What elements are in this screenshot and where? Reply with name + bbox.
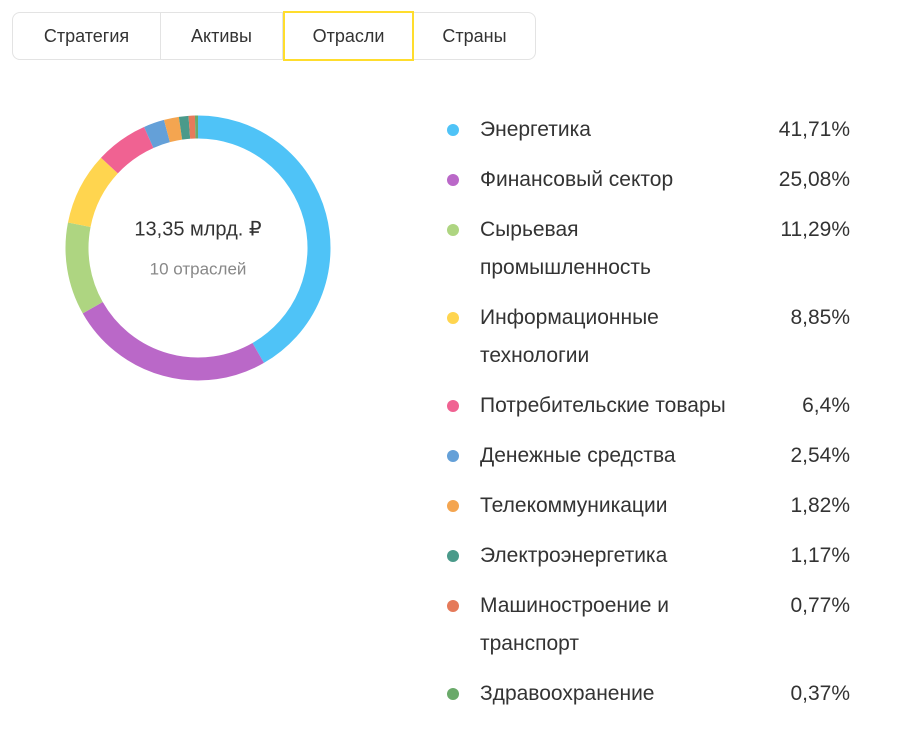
legend-label: Здравоохранение [480, 682, 655, 705]
legend: Энергетика 41,71% Финансовый сектор 25,08% С… [445, 111, 850, 725]
tab[interactable]: Активы [161, 13, 283, 59]
legend-row: Электроэнергетика 1,17% [445, 537, 850, 575]
legend-dot [447, 550, 459, 562]
donut-segment [197, 115, 331, 363]
tab[interactable]: Стратегия [13, 13, 161, 59]
legend-value: 6,4% [802, 394, 850, 417]
legend-value: 1,82% [790, 494, 850, 517]
tab-active[interactable]: Отрасли [283, 11, 414, 61]
legend-dot [447, 450, 459, 462]
legend-label: Информационные технологии [480, 306, 659, 367]
legend-row: Потребительские товары 6,4% [445, 387, 850, 425]
legend-value: 25,08% [778, 168, 850, 191]
center-title: 13,35 млрд. ₽ [134, 218, 261, 240]
legend-row: Сырьевая промышленность 11,29% [445, 211, 850, 287]
legend-value: 0,77% [790, 594, 850, 617]
tab[interactable]: Страны [442, 25, 507, 46]
legend-value: 0,37% [790, 682, 850, 705]
legend-dot [447, 224, 459, 236]
legend-dot [447, 600, 459, 612]
legend-value: 11,29% [780, 218, 850, 241]
legend-label: Электроэнергетика [480, 544, 668, 567]
tab-bar: Стратегия Активы Отрасли Страны [12, 11, 536, 61]
legend-value: 8,85% [790, 306, 850, 329]
legend-label: Энергетика [480, 118, 591, 141]
legend-row: Денежные средства 2,54% [445, 437, 850, 475]
legend-row: Машиностроение и транспорт 0,77% [445, 587, 850, 663]
donut-segment [82, 301, 264, 381]
legend-row: Финансовый сектор 25,08% [445, 161, 850, 199]
donut-chart: 13,35 млрд. ₽ 10 отраслей [65, 115, 331, 381]
legend-label: Машиностроение и транспорт [480, 594, 669, 655]
legend-label: Финансовый сектор [480, 168, 674, 191]
legend-label: Телекоммуникации [480, 494, 668, 517]
legend-label: Сырьевая промышленность [480, 218, 651, 279]
donut-segment [67, 157, 119, 228]
donut-segment [178, 115, 191, 140]
donut-segment [164, 116, 183, 143]
legend-dot [447, 312, 459, 324]
legend-dot [447, 400, 459, 412]
legend-dot [447, 174, 459, 186]
legend-value: 2,54% [790, 444, 850, 467]
donut-segment [65, 222, 103, 314]
legend-label: Потребительские товары [480, 394, 726, 417]
legend-row: Телекоммуникации 1,82% [445, 487, 850, 525]
donut-segment [144, 119, 171, 149]
legend-value: 41,71% [778, 118, 850, 141]
legend-row: Энергетика 41,71% [445, 111, 850, 149]
legend-row: Здравоохранение 0,37% [445, 675, 850, 713]
legend-dot [447, 688, 459, 700]
legend-dot [447, 500, 459, 512]
legend-label: Денежные средства [480, 444, 676, 467]
legend-row: Информационные технологии 8,85% [445, 299, 850, 375]
legend-dot [447, 124, 459, 136]
legend-value: 1,17% [790, 544, 850, 567]
center-subtitle: 10 отраслей [150, 259, 247, 278]
donut-segment [101, 126, 154, 174]
